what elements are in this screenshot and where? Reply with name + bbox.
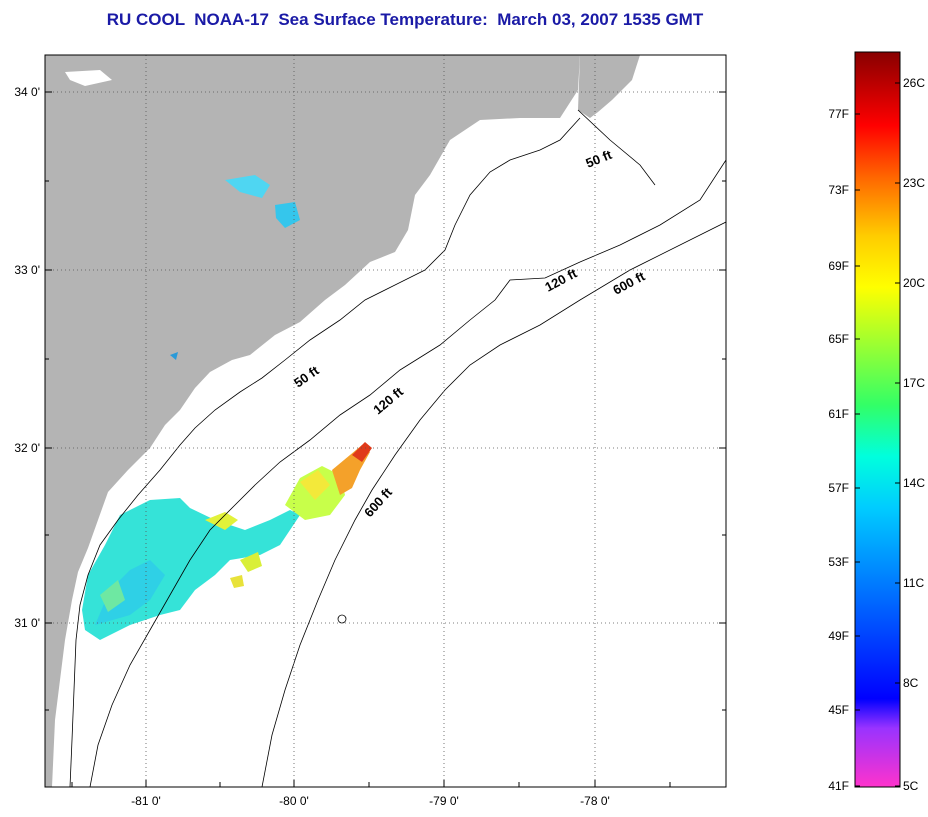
lat-label: 33 0'	[14, 263, 40, 277]
lat-label: 31 0'	[14, 616, 40, 630]
colorbar-c-label: 11C	[903, 576, 924, 590]
colorbar-f-label: 57F	[828, 481, 849, 495]
land-mass	[45, 55, 580, 787]
lon-label: -79 0'	[429, 794, 459, 808]
colorbar-c-label: 14C	[903, 476, 925, 490]
colorbar-c-label: 8C	[903, 676, 919, 690]
map-border	[44, 54, 727, 788]
lat-label: 32 0'	[14, 441, 40, 455]
colorbar-f-label: 69F	[828, 259, 849, 273]
colorbar-f-label: 61F	[828, 407, 849, 421]
colorbar-c-label: 5C	[903, 779, 919, 793]
colorbar-f-label: 73F	[828, 183, 849, 197]
colorbar-f-label: 65F	[828, 332, 849, 346]
colorbar: 77F 73F 69F 65F 61F 57F 53F 49F 45F 41F 26C 23C 20C 1…	[828, 51, 925, 793]
outer-banks	[578, 55, 640, 118]
colorbar-c-label: 17C	[903, 376, 925, 390]
colorbar-c-label: 26C	[903, 76, 925, 90]
sst-patches	[65, 70, 372, 640]
colorbar-f-label: 53F	[828, 555, 849, 569]
lat-label: 34 0'	[14, 85, 40, 99]
lon-label: -78 0'	[580, 794, 610, 808]
bathymetry-contours	[69, 109, 726, 787]
colorbar-c-label: 23C	[903, 176, 925, 190]
colorbar-c-label: 20C	[903, 276, 925, 290]
colorbar-f-label: 77F	[828, 107, 849, 121]
axis-ticks	[45, 91, 726, 787]
colorbar-gradient	[854, 51, 901, 788]
lon-label: -81 0'	[131, 794, 161, 808]
graticule	[45, 55, 726, 787]
lon-label: -80 0'	[279, 794, 309, 808]
colorbar-f-label: 49F	[828, 629, 849, 643]
map-title: RU COOL NOAA-17 Sea Surface Temperature:…	[106, 10, 704, 29]
colorbar-f-label: 41F	[828, 779, 849, 793]
colorbar-f-label: 45F	[828, 703, 849, 717]
